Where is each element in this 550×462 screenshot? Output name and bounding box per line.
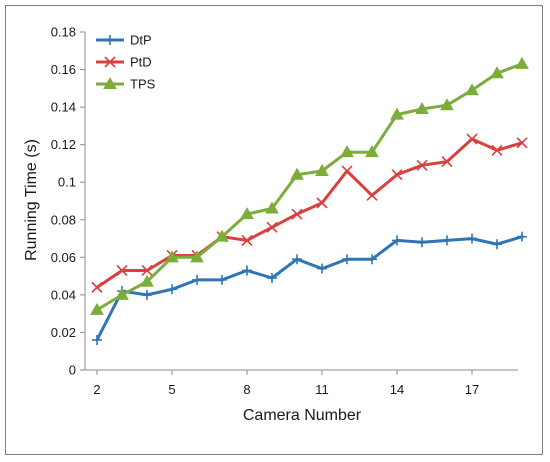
data-point-tps: [490, 66, 504, 79]
data-point-ptd: [266, 221, 278, 233]
data-point-ptd: [341, 165, 353, 177]
data-point-ptd: [491, 144, 503, 156]
data-point-tps: [515, 56, 529, 69]
series-ptd: [91, 133, 528, 293]
legend-label-tps: TPS: [130, 77, 156, 92]
y-tick-label: 0.04: [51, 287, 76, 302]
data-point-tps: [340, 145, 354, 158]
series-tps: [90, 56, 529, 315]
data-point-tps: [265, 201, 279, 214]
x-tick-label: 5: [168, 382, 175, 397]
data-point-ptd: [116, 264, 128, 277]
y-tick-label: 0.14: [51, 100, 76, 115]
y-tick-label: 0.02: [51, 325, 76, 340]
data-point-dtp: [317, 263, 327, 274]
y-tick-label: 0.1: [58, 175, 76, 190]
data-point-ptd: [91, 281, 103, 293]
data-point-ptd: [366, 189, 378, 201]
x-tick-label: 8: [243, 382, 250, 397]
data-point-tps: [465, 83, 479, 96]
data-point-dtp: [92, 334, 102, 345]
axes: [84, 32, 518, 371]
data-point-dtp: [142, 289, 152, 300]
data-point-tps: [240, 207, 254, 220]
y-tick-label: 0.12: [51, 137, 76, 152]
legend-item-tps: TPS: [96, 77, 156, 92]
data-point-tps: [365, 145, 379, 158]
data-point-dtp: [342, 254, 352, 265]
series-layer: [90, 56, 529, 345]
data-point-dtp: [467, 233, 477, 244]
data-point-dtp: [392, 235, 402, 246]
x-tick-label: 2: [93, 382, 100, 397]
data-point-tps: [140, 274, 154, 287]
legend-marker-tps: [103, 76, 117, 89]
data-point-dtp: [517, 231, 527, 242]
legend-marker-dtp: [105, 35, 115, 45]
data-point-ptd: [391, 169, 403, 181]
data-point-dtp: [217, 274, 227, 285]
y-axis-title: Running Time (s): [23, 139, 40, 261]
data-point-ptd: [416, 159, 428, 171]
data-point-ptd: [241, 234, 253, 246]
data-point-tps: [415, 101, 429, 114]
data-point-dtp: [192, 274, 202, 285]
data-point-dtp: [292, 254, 302, 265]
data-point-ptd: [141, 264, 153, 277]
data-point-tps: [115, 287, 129, 300]
x-tick-label: 17: [465, 382, 479, 397]
data-point-dtp: [167, 284, 177, 295]
y-tick-label: 0.18: [51, 25, 76, 40]
legend-label-ptd: PtD: [130, 55, 152, 70]
data-point-tps: [215, 229, 229, 242]
series-line-dtp: [95, 235, 524, 342]
x-tick-label: 14: [390, 382, 404, 397]
x-tick-label: 11: [315, 382, 329, 397]
legend-item-dtp: DtP: [96, 33, 152, 48]
y-tick-label: 0: [69, 363, 76, 378]
legend-item-ptd: PtD: [96, 55, 152, 70]
data-point-dtp: [367, 254, 377, 265]
data-point-ptd: [316, 197, 328, 209]
y-axis-ticks: 0 0.02 0.04 0.06 0.08 0.1 0.12 0.14 0.16 0.18: [51, 25, 85, 378]
data-point-dtp: [442, 235, 452, 246]
data-point-ptd: [516, 137, 528, 149]
series-dtp: [92, 231, 527, 345]
data-point-dtp: [492, 239, 502, 250]
data-point-dtp: [242, 265, 252, 276]
y-tick-label: 0.06: [51, 250, 76, 265]
legend: DtP PtD TPS: [96, 33, 156, 92]
data-point-ptd: [291, 208, 303, 220]
data-point-tps: [90, 302, 104, 315]
data-point-tps: [165, 250, 179, 263]
data-point-tps: [190, 250, 204, 263]
x-axis-title: Camera Number: [243, 407, 362, 424]
y-tick-label: 0.16: [51, 62, 76, 77]
data-point-tps: [390, 107, 404, 120]
y-tick-label: 0.08: [51, 212, 76, 227]
data-point-tps: [315, 163, 329, 176]
legend-label-dtp: DtP: [130, 33, 152, 48]
data-point-ptd: [466, 133, 478, 145]
data-point-tps: [290, 167, 304, 180]
data-point-dtp: [267, 272, 277, 283]
series-line-tps: [95, 62, 524, 312]
x-axis-ticks: 2 5 8 11 14 17: [93, 370, 479, 397]
legend-marker-ptd: [104, 56, 116, 68]
data-point-ptd: [441, 156, 453, 168]
data-point-tps: [440, 98, 454, 111]
data-point-dtp: [417, 237, 427, 248]
